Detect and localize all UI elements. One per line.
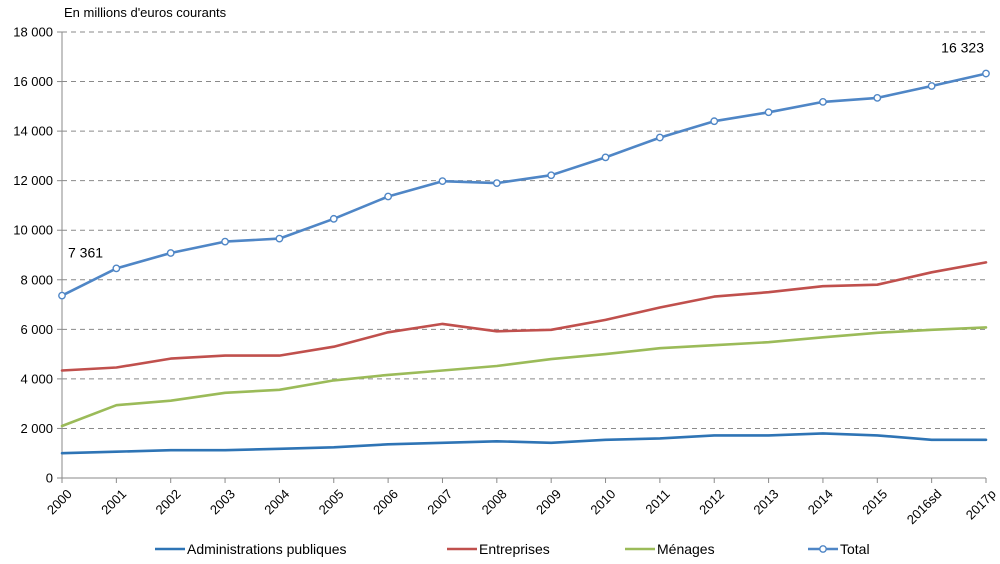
x-tick-label: 2003	[207, 486, 238, 517]
data-point	[819, 97, 827, 106]
data-point	[329, 214, 338, 223]
data-point	[221, 237, 229, 246]
x-tick-label: 2011	[642, 486, 672, 516]
data-point	[601, 153, 610, 162]
y-tick-label: 8 000	[20, 272, 53, 287]
data-point	[710, 117, 719, 126]
y-tick-label: 14 000	[13, 124, 53, 139]
series-line-menages	[60, 326, 988, 428]
data-point	[438, 177, 447, 186]
y-tick-label: 10 000	[13, 223, 53, 238]
legend-label: Entreprises	[479, 541, 550, 557]
x-tick-label: 2012	[696, 486, 727, 517]
legend-label: Total	[840, 541, 870, 557]
y-tick-label: 2 000	[20, 421, 53, 436]
x-tick-label: 2013	[750, 486, 781, 517]
data-label: 16 323	[941, 40, 984, 56]
data-label: 7 361	[68, 245, 103, 261]
y-tick-label: 6 000	[20, 322, 53, 337]
data-point	[655, 133, 664, 142]
data-point	[384, 192, 393, 201]
x-tick-label: 2006	[370, 486, 401, 517]
data-point	[982, 69, 990, 78]
x-tick-label: 2004	[261, 486, 292, 517]
y-tick-label: 0	[46, 471, 53, 486]
x-tick-label: 2005	[316, 486, 347, 517]
y-tick-labels: 0 2 000 4 000 6 000 8 000 10 000 12 000 14 000 1…	[13, 25, 53, 486]
x-tick-label: 2015	[859, 486, 890, 517]
data-point	[112, 264, 121, 273]
series-lines	[58, 69, 990, 455]
series-line-total	[60, 72, 988, 297]
legend-label: Ménages	[657, 541, 715, 557]
y-tick-label: 18 000	[13, 25, 53, 40]
x-tick-label: 2008	[479, 486, 510, 517]
data-point	[873, 94, 882, 102]
axes	[57, 31, 987, 483]
x-tick-label: 2014	[805, 486, 836, 517]
x-tick-label: 2009	[533, 486, 564, 517]
annotations: 7 361 16 323	[68, 40, 984, 261]
x-tick-label: 2000	[44, 486, 75, 517]
data-point	[764, 108, 773, 117]
y-tick-label: 4 000	[20, 371, 53, 386]
data-point	[275, 234, 284, 243]
legend: Administrations publiques Entreprises Ména…	[155, 541, 870, 557]
x-tick-label: 2007	[424, 486, 455, 517]
gridlines	[62, 31, 986, 429]
x-tick-label: 2001	[98, 486, 129, 517]
x-tick-label: 2017p	[963, 486, 999, 522]
data-point	[166, 249, 175, 257]
x-tick-labels: 2000 2001 2002 2003 2004 2005 2006 2007 2008 2009…	[44, 486, 999, 527]
y-tick-label: 12 000	[13, 173, 53, 188]
y-tick-label: 16 000	[13, 74, 53, 89]
x-tick-label: 2010	[587, 486, 618, 517]
data-point	[58, 291, 66, 300]
data-point	[927, 82, 936, 90]
legend-marker	[819, 545, 827, 553]
x-tick-label: 2016sd	[904, 486, 945, 527]
series-line-administrations-publiques	[60, 432, 988, 455]
unit-label: En millions d'euros courants	[64, 5, 227, 20]
legend-label: Administrations publiques	[187, 541, 347, 557]
series-line-entreprises	[60, 261, 988, 372]
data-point	[492, 179, 501, 188]
x-tick-label: 2002	[153, 486, 184, 517]
data-point	[547, 171, 556, 180]
